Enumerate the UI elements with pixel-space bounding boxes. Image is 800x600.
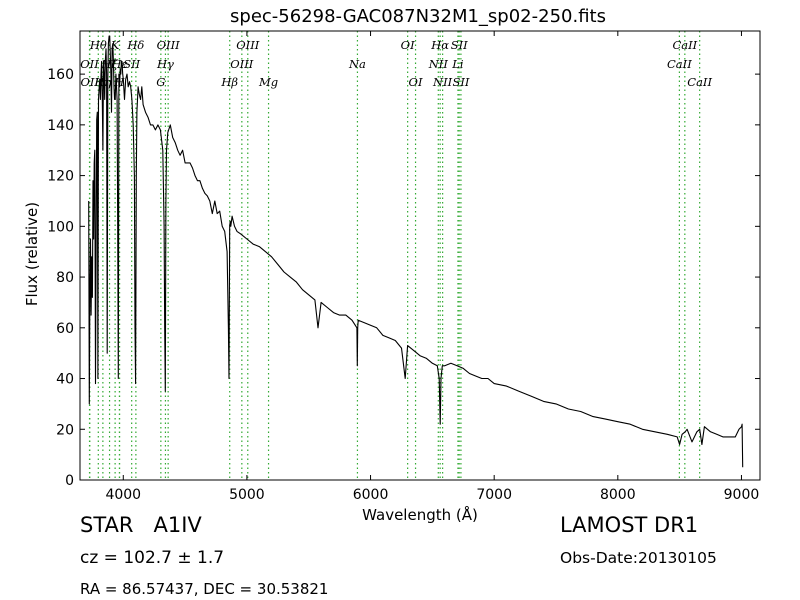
emission-line-label: Mg <box>258 75 278 89</box>
x-tick-label: 8000 <box>600 487 636 503</box>
x-axis-label: Wavelength (Å) <box>362 506 478 524</box>
emission-line-markers <box>88 31 701 480</box>
survey-label: LAMOST DR1 <box>560 513 699 537</box>
emission-line-label: Hβ <box>220 75 238 89</box>
emission-line-label: Hθ <box>89 38 107 52</box>
emission-line-label: OII <box>81 75 100 89</box>
y-axis-label: Flux (relative) <box>23 201 41 307</box>
x-tick-label: 9000 <box>724 487 760 503</box>
emission-line-label: K <box>110 38 121 52</box>
spectrum-line <box>88 35 744 468</box>
axis-ticks: 4000 5000 6000 7000 8000 9000 0 20 40 60 80 100 120 1… <box>47 31 760 503</box>
emission-line-label: Hγ <box>156 57 174 71</box>
x-tick-label: 4000 <box>105 487 141 503</box>
emission-line-label: Hε <box>110 57 127 71</box>
observation-date-label: Obs-Date:20130105 <box>560 549 717 567</box>
emission-line-label: Hζ <box>100 57 118 71</box>
y-tick-label: 40 <box>56 372 74 388</box>
emission-line-label: CaII <box>687 75 712 89</box>
y-tick-label: 120 <box>47 169 74 185</box>
x-tick-label: 7000 <box>476 487 512 503</box>
emission-line-label: OIII <box>230 57 254 71</box>
y-tick-label: 20 <box>56 422 74 438</box>
spectrum-series <box>88 35 744 468</box>
x-tick-label: 5000 <box>229 487 265 503</box>
emission-line-labels: OII OII Hθ Hη Hζ K H Hε Hδ SII Hγ G OIII Hβ OIII OIII Mg… <box>80 38 712 89</box>
redshift-label: cz = 102.7 ± 1.7 <box>80 548 225 568</box>
emission-line-label: Hα <box>430 38 449 52</box>
emission-line-label: Hη <box>93 75 111 89</box>
emission-line-label: OI <box>409 75 423 89</box>
y-tick-label: 0 <box>65 473 74 489</box>
y-tick-label: 60 <box>56 321 74 337</box>
emission-line-label: SII <box>123 57 140 71</box>
coordinates-label: RA = 86.57437, DEC = 30.53821 <box>80 580 329 598</box>
emission-line-label: CaII <box>672 38 697 52</box>
emission-line-label: NII <box>428 57 449 71</box>
y-tick-label: 80 <box>56 270 74 286</box>
emission-line-label: Hδ <box>126 38 144 52</box>
emission-line-label: G <box>156 75 165 89</box>
y-tick-label: 100 <box>47 219 74 235</box>
emission-line-label: CaII <box>667 57 692 71</box>
emission-line-label: Li <box>451 57 464 71</box>
emission-line-label: OIII <box>236 38 260 52</box>
emission-line-label: SII <box>452 75 469 89</box>
x-tick-label: 6000 <box>353 487 389 503</box>
emission-line-label: OIII <box>157 38 181 52</box>
emission-line-label: SII <box>451 38 468 52</box>
emission-line-label: Na <box>348 57 366 71</box>
y-tick-label: 140 <box>47 118 74 134</box>
plot-frame <box>79 30 761 481</box>
emission-line-label: OII <box>80 57 99 71</box>
emission-line-label: NII <box>432 75 453 89</box>
star-class-label: STAR A1IV <box>80 513 202 537</box>
emission-line-label: OI <box>401 38 415 52</box>
y-tick-label: 160 <box>47 67 74 83</box>
emission-line-label: H <box>113 75 125 89</box>
chart-title: spec-56298-GAC087N32M1_sp02-250.fits <box>230 6 606 27</box>
